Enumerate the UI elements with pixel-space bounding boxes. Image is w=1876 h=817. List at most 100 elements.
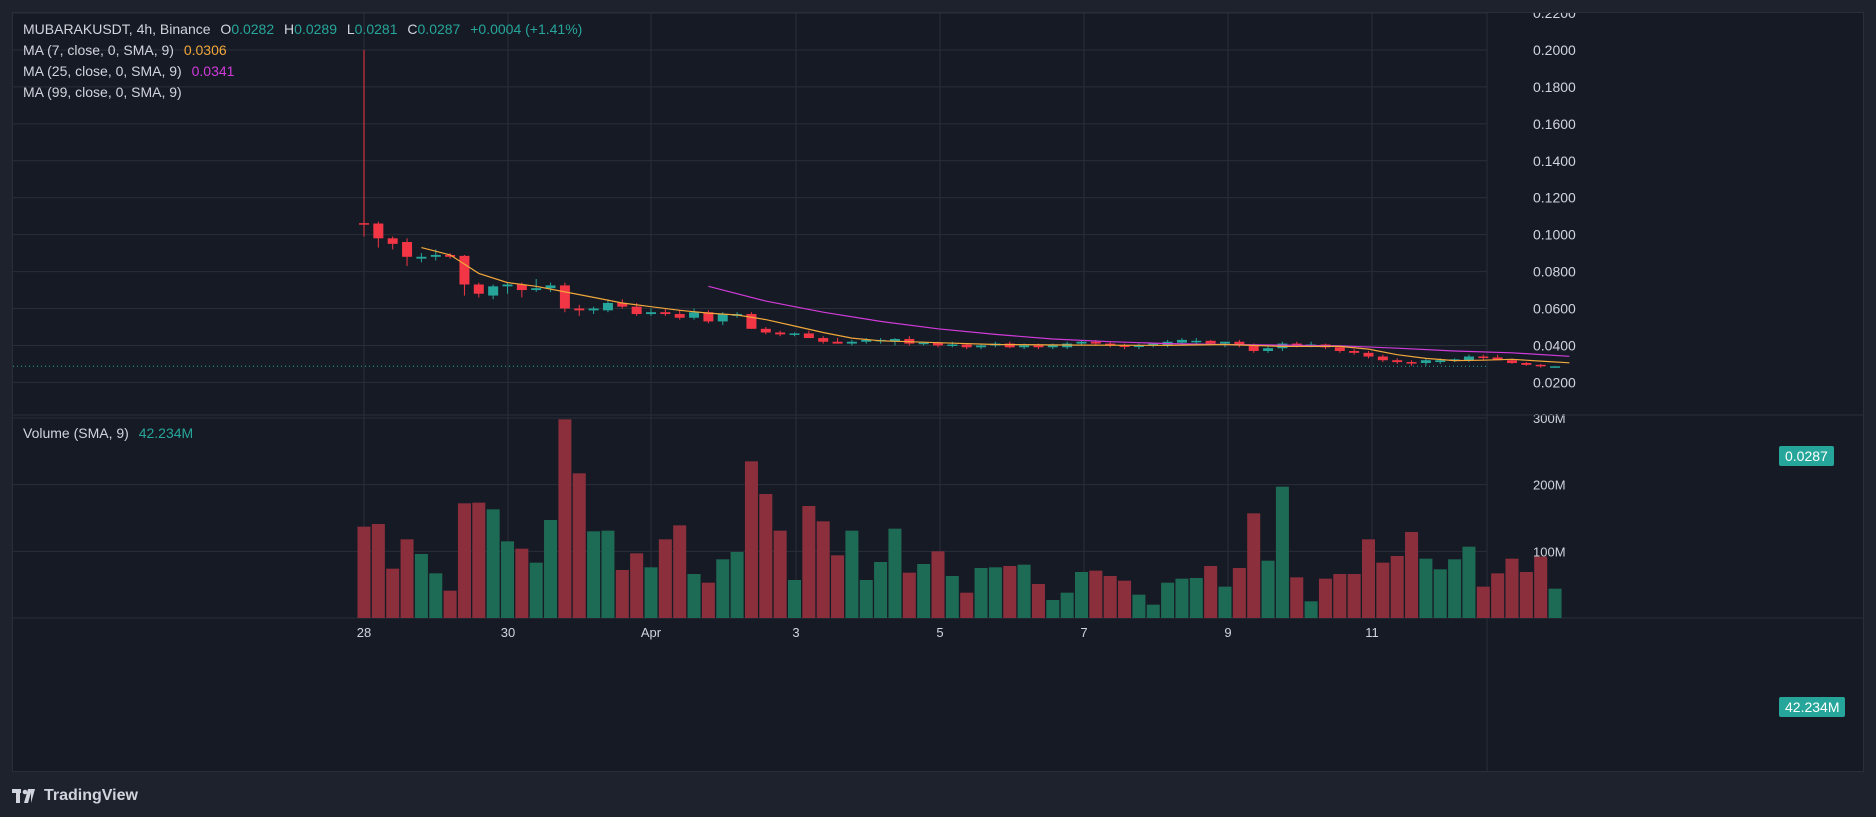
volume-bar	[1505, 558, 1519, 618]
volume-tick-label: 300M	[1533, 411, 1566, 426]
price-tick-label: 0.1200	[1533, 190, 1576, 206]
volume-bar	[917, 564, 931, 618]
volume-bar	[572, 473, 586, 618]
volume-bar	[1548, 588, 1562, 618]
last-price-badge: 0.0287	[1779, 446, 1834, 466]
candle-body	[1507, 360, 1517, 363]
volume-bar	[974, 568, 988, 618]
volume-bar	[716, 559, 730, 618]
volume-bar	[558, 419, 572, 618]
volume-bar	[1247, 513, 1261, 618]
volume-bar	[357, 526, 371, 618]
change-value: +0.0004 (+1.41%)	[470, 21, 583, 37]
candle-body	[803, 333, 814, 339]
x-tick-label: 3	[792, 625, 799, 640]
volume-legend[interactable]: Volume (SMA, 9) 42.234M	[23, 425, 199, 441]
volume-bar	[1347, 574, 1361, 618]
candle-body	[1047, 345, 1058, 348]
candle-body	[689, 312, 700, 318]
grid-lines	[13, 13, 1487, 618]
x-tick-label: 30	[501, 625, 515, 640]
ma25-value: 0.0341	[191, 63, 235, 79]
close-label: C	[407, 21, 418, 37]
candle-body	[1119, 345, 1130, 347]
price-tick-label: 0.1000	[1533, 227, 1576, 243]
volume-bar	[831, 555, 845, 618]
volume-bar	[386, 568, 400, 618]
x-tick-label: 11	[1365, 625, 1379, 640]
volume-bar	[701, 582, 715, 618]
volume-bar	[1075, 572, 1088, 618]
candle-body	[1478, 356, 1489, 359]
candle-body	[1392, 360, 1403, 363]
ma7-legend[interactable]: MA (7, close, 0, SMA, 9) 0.0306	[23, 42, 233, 58]
ma99-legend[interactable]: MA (99, close, 0, SMA, 9)	[23, 84, 188, 100]
candle-body	[1019, 345, 1030, 348]
candle-body	[516, 284, 527, 291]
symbol-title[interactable]: MUBARAKUSDT, 4h, Binance	[23, 21, 211, 37]
volume-bar	[486, 509, 500, 618]
price-tick-label: 0.1800	[1533, 79, 1576, 95]
open-value: 0.0282	[231, 21, 275, 37]
candle-body	[961, 344, 972, 348]
low-label: L	[346, 21, 355, 37]
ma7-value: 0.0306	[183, 42, 227, 58]
candle-body	[359, 223, 369, 225]
volume-bar	[1118, 580, 1132, 618]
candle-body	[445, 254, 456, 257]
volume-bar	[501, 541, 514, 618]
volume-bar	[544, 520, 558, 618]
volume-legend-value: 42.234M	[138, 425, 194, 441]
volume-bar	[1476, 586, 1490, 618]
candle-body	[488, 286, 499, 296]
candle-body	[1105, 343, 1116, 346]
volume-bar	[1333, 574, 1347, 618]
volume-bar	[1261, 560, 1275, 618]
volume-bar	[615, 570, 629, 618]
candle-body	[846, 341, 857, 344]
candle-body	[502, 284, 513, 287]
volume-tick-label: 200M	[1533, 478, 1566, 493]
volume-bar	[816, 521, 830, 618]
candle-body	[402, 242, 413, 257]
ma25-legend[interactable]: MA (25, close, 0, SMA, 9) 0.0341	[23, 63, 240, 79]
volume-bar	[1318, 578, 1332, 618]
volume-bar	[472, 502, 486, 618]
volume-bar	[1103, 576, 1117, 618]
tradingview-logo[interactable]: TradingView	[12, 787, 138, 805]
volume-bar	[443, 590, 457, 618]
volume-bar	[630, 553, 644, 618]
candle-body	[889, 338, 900, 342]
close-value: 0.0287	[417, 21, 461, 37]
volume-tick-label: 100M	[1533, 544, 1566, 559]
last-volume-badge: 42.234M	[1779, 697, 1846, 717]
candle-body	[1550, 366, 1561, 368]
candle-body	[976, 345, 987, 348]
candle-body	[1234, 341, 1245, 346]
candle-body	[832, 341, 843, 344]
open-label: O	[220, 21, 232, 37]
volume-bar	[945, 576, 959, 618]
candle-body	[1406, 362, 1417, 364]
price-tick-label: 0.2000	[1533, 42, 1576, 58]
logo-text: TradingView	[44, 787, 138, 804]
volume-bar	[1089, 570, 1103, 618]
volume-bar	[902, 572, 916, 618]
volume-bar	[687, 574, 701, 618]
low-value: 0.0281	[354, 21, 398, 37]
price-tick-label: 0.2200	[1533, 13, 1576, 21]
volume-bar	[988, 567, 1002, 618]
chart-frame[interactable]: 28 30 Apr 3 5 7 9 11 0.0200 0.0400 0.0600 0.0800 0.1…	[12, 12, 1864, 772]
candle-body	[617, 302, 628, 307]
volume-bar	[931, 551, 945, 618]
volume-bar	[1175, 578, 1189, 618]
volume-bar	[1519, 572, 1533, 618]
volume-bar	[1376, 562, 1390, 618]
chart-canvas[interactable]: 28 30 Apr 3 5 7 9 11 0.0200 0.0400 0.0600 0.0800 0.1…	[13, 13, 1863, 771]
candle-body	[459, 255, 470, 285]
candle-body	[674, 314, 685, 318]
ma25-label: MA (25, close, 0, SMA, 9)	[23, 63, 182, 79]
volume-bar	[730, 552, 744, 618]
ma7-line	[421, 247, 1570, 364]
volume-bar	[1275, 486, 1289, 618]
